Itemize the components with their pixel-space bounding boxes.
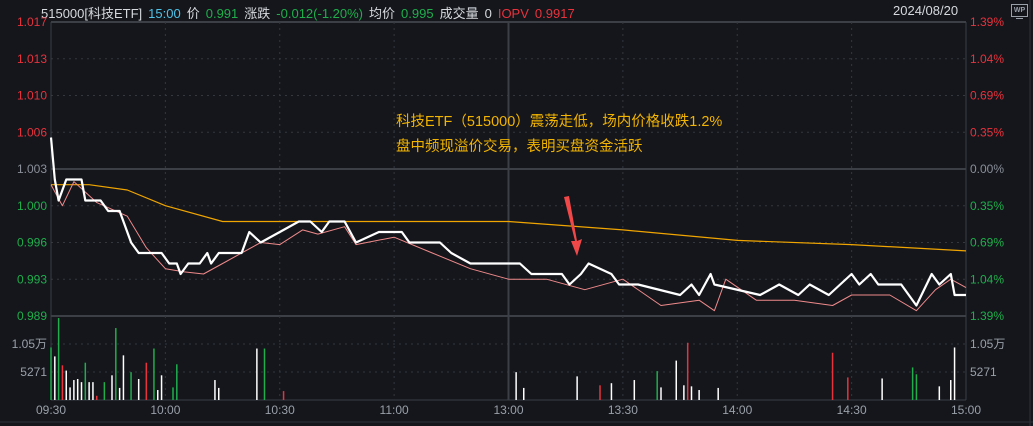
quote-header: 515000[科技ETF] 15:00 价 0.991 涨跌 -0.012(-1.20%)… — [41, 3, 581, 22]
x-tick: 10:30 — [265, 403, 295, 417]
y-tick-right: 1.04% — [970, 52, 1004, 66]
y-tick-left: 1.010 — [17, 89, 47, 103]
y-tick-left: 1.006 — [17, 125, 47, 139]
annotation-line-1: 科技ETF（515000）震荡走低，场内价格收跌1.2% — [396, 114, 723, 130]
y-tick-left: 0.996 — [17, 236, 47, 250]
x-tick: 11:00 — [380, 403, 409, 417]
quote-time: 15:00 — [148, 6, 181, 21]
y-tick-right: 1.39% — [970, 15, 1004, 29]
iopv-line — [50, 181, 967, 312]
y-tick-left: 1.003 — [17, 162, 47, 176]
volume-tick-left: 5271 — [20, 365, 47, 379]
x-tick: 10:00 — [150, 403, 180, 417]
y-tick-left: 0.989 — [17, 309, 47, 323]
y-tick-right: 0.69% — [970, 236, 1004, 250]
iopv-label: IOPV — [497, 6, 529, 21]
y-tick-left: 1.013 — [17, 52, 47, 66]
wp-icon[interactable]: WP — [1011, 4, 1028, 19]
x-tick: 13:30 — [608, 403, 638, 417]
x-tick: 09:30 — [36, 403, 66, 417]
volume-tick-right: 5271 — [970, 365, 997, 379]
x-tick: 14:00 — [722, 403, 752, 417]
volume-tick-left: 1.05万 — [12, 337, 47, 351]
price-line — [49, 137, 966, 307]
y-tick-left: 1.000 — [17, 199, 47, 213]
iopv-value: 0.9917 — [534, 6, 575, 21]
security-name: 515000[科技ETF] — [41, 6, 143, 21]
avg-label: 均价 — [369, 6, 396, 21]
price-value: 0.991 — [205, 6, 239, 21]
volume-value: 0 — [484, 6, 492, 21]
y-tick-right: 0.35% — [970, 125, 1004, 139]
y-tick-right: 0.35% — [970, 199, 1004, 213]
x-tick: 14:30 — [837, 403, 867, 417]
y-tick-right: 1.04% — [970, 272, 1004, 286]
volume-label: 成交量 — [439, 6, 479, 21]
x-tick: 15:00 — [951, 403, 981, 417]
change-value: -0.012(-1.20%) — [276, 6, 364, 21]
y-tick-left: 1.017 — [17, 15, 47, 29]
avg-value: 0.995 — [401, 6, 434, 21]
y-tick-left: 0.993 — [17, 272, 47, 286]
chart-date: 2024/08/20 — [893, 3, 959, 18]
y-tick-right: 1.39% — [970, 309, 1004, 323]
x-tick: 13:00 — [493, 403, 523, 417]
annotation: 科技ETF（515000）震荡走低，场内价格收跌1.2% 盘中频现溢价交易，表明… — [396, 110, 722, 160]
red-arrow-icon — [564, 196, 582, 256]
price-label: 价 — [186, 6, 200, 21]
annotation-line-2: 盘中频现溢价交易，表明买盘资金活跃 — [396, 139, 643, 155]
y-tick-right: 0.69% — [970, 89, 1004, 103]
y-tick-right: 0.00% — [970, 162, 1004, 176]
change-label: 涨跌 — [244, 6, 271, 21]
volume-tick-right: 1.05万 — [970, 337, 1005, 351]
